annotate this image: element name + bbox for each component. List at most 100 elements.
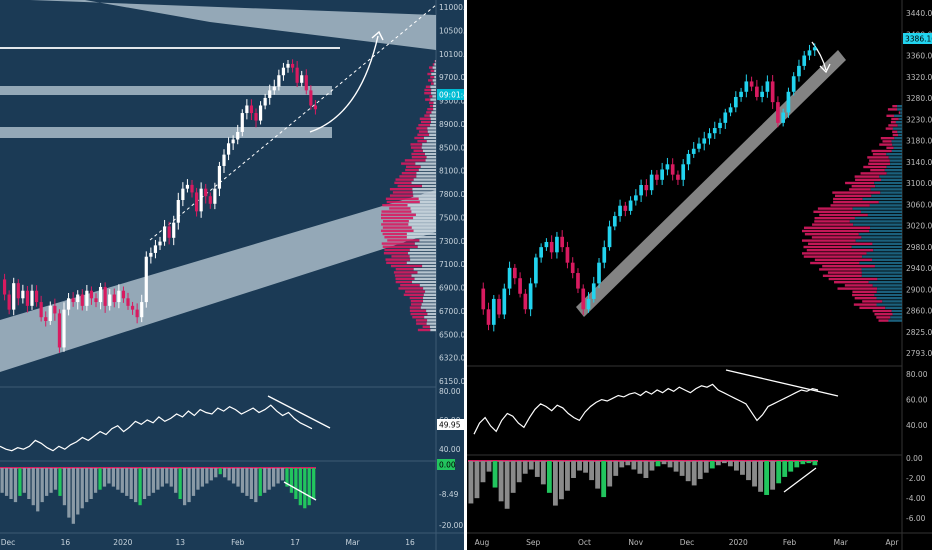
right-hist-bar — [589, 461, 595, 481]
right-volume-bar — [877, 277, 902, 281]
left-hist-bar — [31, 468, 35, 506]
left-volume-bar — [428, 79, 433, 82]
left-volume-bar — [422, 264, 436, 268]
right-hist-bar — [673, 461, 679, 472]
left-volume-bar — [404, 159, 426, 162]
right-volume-bar — [849, 188, 871, 191]
left-hist-bar — [205, 468, 209, 484]
left-candle-body — [25, 290, 30, 306]
right-volume-bar — [853, 223, 902, 226]
right-hist-bar — [794, 461, 800, 468]
left-hist-zero-label-bg — [437, 459, 455, 470]
right-volume-bar — [862, 197, 902, 201]
right-candle-body — [544, 241, 549, 248]
left-volume-bar — [417, 140, 427, 143]
right-time-tick: Dec — [680, 538, 695, 547]
left-volume-bar — [405, 290, 426, 293]
right-candle-body — [723, 112, 728, 123]
right-hist-bar — [703, 461, 709, 473]
right-volume-bar — [849, 220, 902, 223]
right-volume-bar — [872, 153, 887, 156]
left-volume-bar — [414, 277, 436, 280]
right-hist-divergence-line — [783, 467, 817, 493]
left-candle-body — [21, 290, 25, 299]
right-hist-bar — [492, 461, 498, 488]
left-volume-bar — [417, 328, 431, 332]
right-hist-bar — [740, 461, 745, 475]
left-hist-bar — [280, 468, 285, 481]
left-volume-bar — [389, 188, 413, 191]
right-volume-bar — [893, 146, 902, 149]
left-volume-bar — [398, 287, 424, 290]
right-candle-body — [655, 174, 659, 180]
left-candle-body — [135, 309, 139, 318]
right-volume-bar — [897, 105, 902, 108]
right-hist-bar — [667, 461, 673, 468]
left-candle-body — [290, 63, 295, 68]
right-candle-body — [749, 81, 754, 87]
left-candles — [2, 59, 318, 353]
right-price-tick: 3230.00 — [906, 115, 932, 124]
right-volume-bar — [892, 127, 902, 130]
left-volume-bar — [381, 229, 414, 232]
left-volume-bar — [431, 92, 436, 95]
right-candle-body — [528, 283, 533, 310]
left-hist-bar — [223, 468, 227, 478]
left-volume-bar — [386, 200, 420, 204]
right-volume-bar — [860, 172, 887, 175]
right-candle-body — [797, 65, 801, 77]
right-time-tick: Aug — [475, 538, 490, 547]
right-volume-bar — [844, 284, 873, 287]
left-candle-body — [240, 113, 244, 132]
left-volume-bar — [411, 210, 436, 213]
right-volume-bar — [802, 239, 856, 242]
left-volume-bar — [408, 220, 436, 223]
right-hist-price-tick: 0.00 — [906, 454, 923, 463]
left-candle-body — [277, 75, 281, 87]
left-hist-bar — [151, 468, 156, 493]
left-hist-bar — [4, 468, 9, 496]
right-candle-body — [534, 257, 538, 284]
left-candle-body — [313, 105, 318, 110]
left-volume-bar — [410, 312, 428, 316]
left-hist-bar — [13, 468, 18, 503]
left-volume-bar — [425, 98, 431, 101]
left-histogram-pane — [0, 467, 316, 524]
left-time-tick: 16 — [61, 538, 71, 547]
left-candle-body — [76, 294, 80, 303]
left-volume-bar — [418, 168, 436, 172]
right-candle-body — [539, 247, 543, 258]
right-volume-bar — [827, 271, 862, 274]
right-candle-body — [549, 241, 554, 253]
right-candle-body — [497, 298, 501, 315]
left-candle-body — [158, 241, 162, 246]
left-volume-bar — [427, 72, 432, 76]
right-hist-bar — [631, 461, 637, 470]
left-volume-bar — [424, 92, 432, 95]
left-price-tick: 10500.00 — [439, 26, 475, 35]
right-hist-bar — [625, 461, 631, 466]
right-volume-bar — [871, 194, 902, 197]
left-volume-bar — [431, 88, 436, 92]
right-candle-body — [755, 86, 759, 97]
left-rsi-last-label-bg — [437, 419, 464, 430]
right-volume-bar — [872, 242, 902, 245]
right-volume-bar — [822, 274, 862, 277]
right-hist-bar — [715, 461, 721, 466]
right-hist-price-tick: -4.00 — [906, 494, 926, 503]
right-volume-bar — [880, 191, 902, 194]
left-volume-bar — [430, 85, 436, 88]
right-hist-bar — [697, 461, 703, 480]
left-volume-bar — [408, 252, 436, 255]
right-volume-bar — [880, 137, 895, 140]
right-hist-bar — [679, 461, 685, 476]
right-hist-bar — [510, 461, 516, 493]
right-volume-bar — [882, 140, 892, 143]
left-volume-bar — [421, 184, 436, 188]
left-hist-bar — [9, 468, 13, 499]
left-candle-body — [194, 192, 199, 212]
left-hist-bar — [49, 468, 53, 493]
left-volume-bar — [430, 76, 435, 79]
right-price-tick: 2860.00 — [906, 307, 932, 316]
right-candle-body — [607, 226, 612, 248]
